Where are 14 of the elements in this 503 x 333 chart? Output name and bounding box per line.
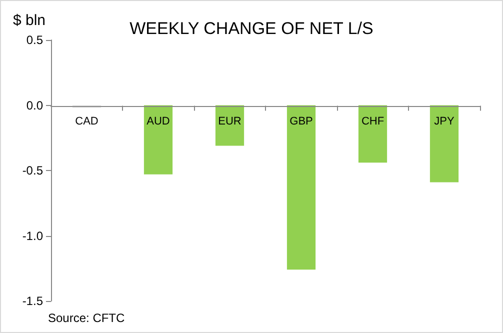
x-tick-label: AUD [146,115,170,128]
y-tick-label: 0.0 [26,98,44,112]
y-tick-label: -0.5 [22,164,44,178]
y-tick-label: -1.5 [22,294,44,308]
source-note: Source: CFTC [48,311,126,325]
y-tick-label: 0.5 [26,33,44,47]
x-tick-label: GBP [290,115,313,128]
x-tick-label: CHF [361,115,384,128]
y-tick-label: -1.0 [22,228,44,243]
y-axis-title: $ bln [13,12,46,29]
x-tick-label: EUR [218,115,242,128]
x-tick-label: JPY [434,115,455,128]
chart-title: WEEKLY CHANGE OF NET L/S [130,19,374,38]
x-tick-label: CAD [75,115,98,128]
